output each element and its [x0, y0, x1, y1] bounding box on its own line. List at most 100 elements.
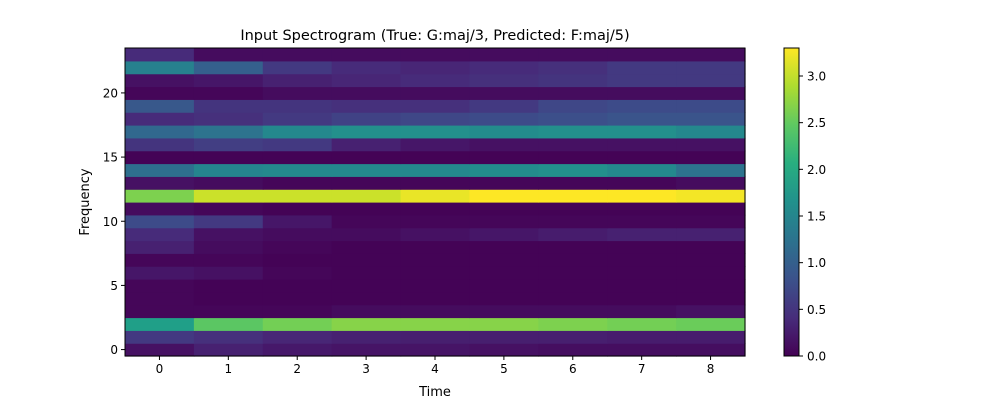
heatmap-cell	[469, 279, 539, 293]
heatmap-cell	[469, 99, 539, 113]
heatmap-cell	[331, 150, 402, 165]
y-tick-label: 20	[103, 86, 118, 100]
x-tick-label: 5	[500, 362, 508, 376]
heatmap-cell	[193, 279, 264, 293]
heatmap-cell	[538, 266, 608, 280]
heatmap-cell	[676, 60, 746, 75]
heatmap-cell	[331, 86, 402, 100]
heatmap-cell	[331, 73, 402, 88]
heatmap-cell	[125, 317, 195, 331]
heatmap-cell	[607, 317, 677, 331]
heatmap-cell	[607, 99, 677, 113]
heatmap-cell	[469, 73, 539, 88]
heatmap-cell	[262, 317, 333, 331]
heatmap-cell	[676, 86, 746, 100]
heatmap-cell	[193, 73, 264, 88]
heatmap-cell	[607, 137, 677, 152]
colorbar-tick-label: 1.0	[807, 256, 826, 270]
heatmap-cell	[469, 343, 539, 357]
heatmap-cell	[400, 176, 471, 190]
heatmap-cell	[262, 214, 333, 229]
colorbar-tick-label: 0.5	[807, 303, 826, 317]
heatmap-cell	[400, 330, 471, 344]
heatmap-cell	[676, 150, 746, 165]
heatmap-cell	[125, 202, 195, 216]
heatmap-cell	[676, 214, 746, 229]
heatmap-cell	[469, 304, 539, 319]
heatmap-cell	[125, 176, 195, 190]
heatmap-cell	[331, 291, 402, 306]
heatmap-cell	[331, 125, 402, 139]
heatmap-cell	[469, 150, 539, 165]
heatmap-cell	[607, 202, 677, 216]
heatmap-cell	[193, 150, 264, 165]
heatmap-cell	[400, 317, 471, 331]
heatmap-cell	[607, 60, 677, 75]
heatmap-cell	[676, 227, 746, 242]
colorbar-tick-label: 3.0	[807, 70, 826, 84]
heatmap-cell	[331, 343, 402, 357]
heatmap-cell	[676, 343, 746, 357]
heatmap-cell	[607, 150, 677, 165]
heatmap-cell	[400, 112, 471, 126]
heatmap-cell	[676, 48, 746, 62]
heatmap-cell	[125, 330, 195, 344]
heatmap-cell	[676, 125, 746, 139]
heatmap-cell	[676, 253, 746, 267]
heatmap-cell	[469, 137, 539, 152]
heatmap-cells	[125, 48, 746, 357]
heatmap-cell	[607, 253, 677, 267]
x-tick-label: 0	[156, 362, 164, 376]
x-tick-label: 2	[293, 362, 301, 376]
heatmap-cell	[469, 291, 539, 306]
heatmap-cell	[607, 240, 677, 254]
heatmap-cell	[262, 202, 333, 216]
heatmap-cell	[607, 176, 677, 190]
colorbar-tick-label: 2.0	[807, 163, 826, 177]
heatmap-cell	[262, 99, 333, 113]
heatmap-cell	[125, 48, 195, 62]
heatmap-cell	[538, 60, 608, 75]
heatmap-cell	[331, 60, 402, 75]
heatmap-cell	[125, 240, 195, 254]
heatmap-cell	[400, 202, 471, 216]
heatmap-cell	[193, 343, 264, 357]
heatmap-cell	[538, 112, 608, 126]
y-tick-label: 15	[103, 151, 118, 165]
heatmap-cell	[400, 86, 471, 100]
heatmap-cell	[193, 330, 264, 344]
heatmap-cell	[676, 330, 746, 344]
heatmap-cell	[262, 176, 333, 190]
heatmap-cell	[262, 163, 333, 177]
y-tick-label: 5	[110, 279, 118, 293]
heatmap-cell	[538, 317, 608, 331]
heatmap-cell	[607, 214, 677, 229]
x-axis-ticks: 0 1 2 3 4 5 6 7 8	[156, 356, 714, 376]
heatmap-cell	[538, 253, 608, 267]
heatmap-cell	[400, 291, 471, 306]
heatmap-cell	[125, 266, 195, 280]
heatmap-cell	[676, 137, 746, 152]
heatmap-cell	[262, 304, 333, 319]
heatmap-cell	[538, 202, 608, 216]
heatmap-cell	[538, 86, 608, 100]
heatmap-cell	[331, 253, 402, 267]
heatmap-cell	[538, 150, 608, 165]
heatmap-cell	[469, 214, 539, 229]
colorbar	[783, 47, 800, 357]
heatmap-cell	[262, 240, 333, 254]
heatmap-cell	[676, 240, 746, 254]
heatmap-cell	[331, 163, 402, 177]
heatmap-cell	[262, 60, 333, 75]
heatmap-cell	[469, 86, 539, 100]
x-tick-label: 3	[362, 362, 370, 376]
x-tick-label: 1	[225, 362, 233, 376]
x-tick-label: 6	[569, 362, 577, 376]
x-tick-label: 7	[638, 362, 646, 376]
chart-title: Input Spectrogram (True: G:maj/3, Predic…	[240, 28, 629, 44]
heatmap-cell	[400, 137, 471, 152]
heatmap-cell	[125, 343, 195, 357]
heatmap-cell	[469, 189, 539, 203]
heatmap-cell	[469, 202, 539, 216]
